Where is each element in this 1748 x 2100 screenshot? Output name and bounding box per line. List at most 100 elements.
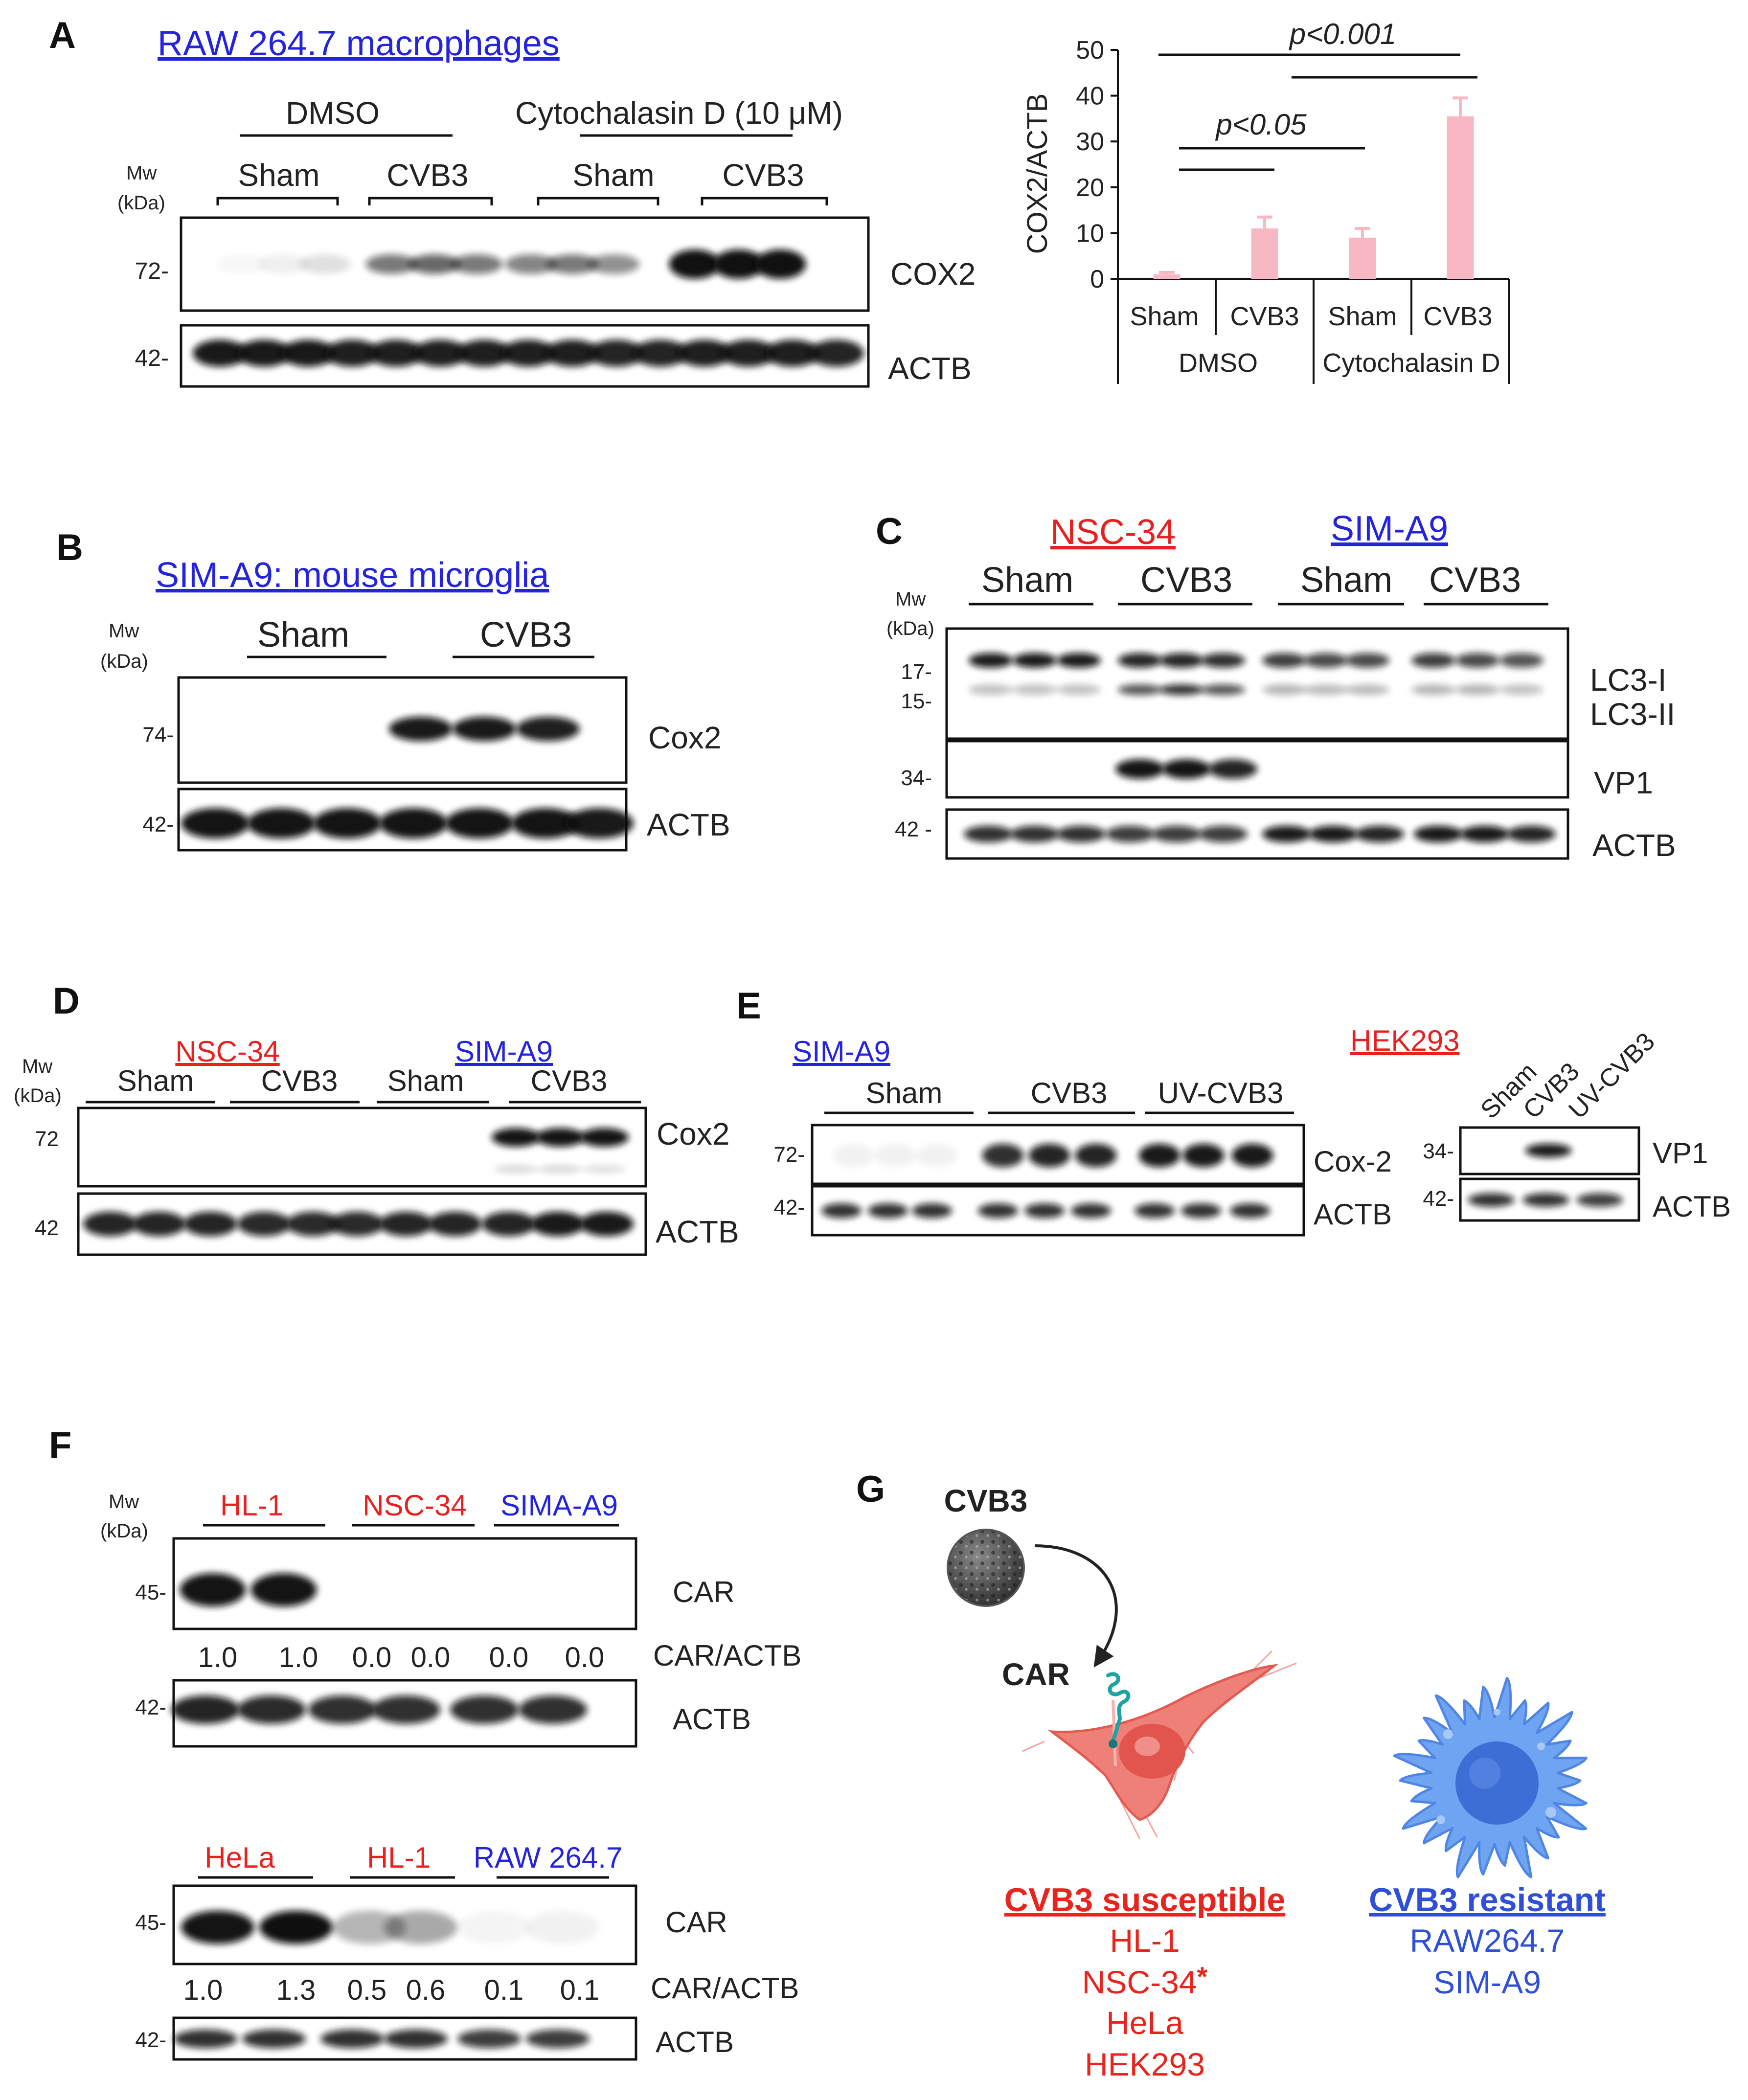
blot-band — [237, 339, 292, 367]
susceptible-title: CVB3 susceptible — [1004, 1881, 1285, 1919]
band-row-actb — [193, 339, 864, 367]
kda-label: (kDa) — [886, 618, 934, 639]
blot-lc3 — [945, 627, 1569, 740]
blot-band — [320, 2030, 384, 2048]
band-row-vp1 — [1115, 759, 1257, 779]
x-category: CVB3 — [1423, 302, 1492, 331]
blot-band — [247, 808, 316, 838]
lane-bracket — [537, 197, 659, 205]
y-tick-label: 20 — [1076, 174, 1104, 202]
blot-band — [964, 826, 1013, 842]
blot-band — [1010, 826, 1059, 842]
panel-title: SIM-A9: mouse microglia — [156, 556, 549, 595]
blot-band — [1057, 684, 1101, 695]
lane-label: CVB3 — [386, 158, 468, 193]
blot-band — [333, 1911, 406, 1944]
resistant-item: SIM-A9 — [1433, 1964, 1541, 2000]
cell-nucleus — [1455, 1741, 1539, 1825]
mw-marker-42: 42- — [773, 1196, 805, 1219]
blot-band — [453, 717, 516, 741]
mw-marker-45: 45- — [135, 1581, 166, 1604]
blot-band — [313, 808, 382, 838]
ratio-row: 1.0 1.3 0.5 0.6 0.1 0.1 — [183, 1974, 600, 2006]
ratio-value: 0.0 — [489, 1642, 529, 1673]
x-category: Sham — [1130, 302, 1199, 331]
mw-label: Mw — [109, 1491, 139, 1513]
blot-band — [193, 339, 248, 367]
blot-band — [526, 2030, 590, 2048]
y-tick-label: 10 — [1076, 219, 1104, 248]
ratio-value: 0.1 — [484, 1974, 524, 2006]
ratio-value: 1.0 — [279, 1642, 318, 1673]
blot-band — [809, 339, 864, 367]
blot-band — [1118, 684, 1162, 695]
vesicle — [1443, 1729, 1453, 1739]
blot-band — [1499, 653, 1544, 668]
lane-label: Sham — [257, 615, 349, 655]
blot-band — [833, 1144, 875, 1167]
blot-band — [181, 808, 250, 838]
cell-label-red: HEK293 — [1350, 1024, 1459, 1057]
cell-label-red: HL-1 — [220, 1489, 284, 1522]
resistant-cell-icon — [1393, 1677, 1588, 1878]
band-row-car — [180, 1573, 317, 1606]
kda-label: (kDa) — [100, 1520, 148, 1542]
blot-band — [1345, 684, 1389, 695]
ratio-value: 1.3 — [276, 1974, 316, 2006]
blot-band — [457, 1911, 531, 1944]
panel-letter: A — [49, 15, 76, 56]
blot-band — [526, 1911, 599, 1944]
blot-band — [237, 1695, 306, 1724]
nucleolus — [1469, 1758, 1500, 1789]
arrow-icon — [1034, 1544, 1118, 1668]
blot-band — [1028, 1144, 1070, 1167]
band-label-car: CAR — [665, 1906, 727, 1939]
ratio-value: 1.0 — [198, 1642, 238, 1673]
band-row-actb — [83, 1212, 634, 1236]
blot-band — [409, 254, 460, 274]
mw-label: Mw — [126, 162, 157, 184]
blot-band — [580, 1128, 629, 1147]
mw-marker-42: 42- — [135, 1695, 166, 1719]
panel-letter: G — [856, 1468, 885, 1510]
significance-label: p<0.001 — [1289, 18, 1397, 50]
blot-band — [494, 1166, 538, 1173]
blot-band — [259, 1911, 333, 1944]
band-label-ratio: CAR/ACTB — [653, 1639, 801, 1672]
blot-band — [536, 1128, 585, 1147]
panel-letter: E — [736, 985, 761, 1027]
lane-label: Sham — [238, 158, 319, 193]
blot-band — [1182, 1144, 1225, 1167]
cell-label-blue: SIM-A9 — [1331, 509, 1448, 548]
band-row-actb — [171, 1695, 587, 1724]
blot-band — [1075, 1144, 1117, 1167]
panel-title: RAW 264.7 macrophages — [158, 24, 560, 63]
ratio-value: 0.0 — [352, 1642, 392, 1673]
group-label-cyto: Cytochalasin D (10 μM) — [515, 95, 843, 131]
blot-band — [1507, 826, 1556, 842]
mw-marker-42: 42- — [135, 345, 169, 371]
blot-band — [1304, 684, 1348, 695]
blot-band — [1455, 653, 1499, 668]
mw-marker-42: 42- — [135, 2028, 166, 2052]
blot-band — [1208, 759, 1257, 779]
panel-d: D NSC-34 SIM-A9 Mw (kDa) Sham CVB3 Sham … — [14, 980, 739, 1256]
blot-band — [588, 254, 640, 274]
panel-e: E SIM-A9 HEK293 Sham CVB3 UV-CVB3 72- Co… — [736, 985, 1731, 1237]
lane-label: Sham — [117, 1064, 194, 1097]
cell-label-blue: SIMA-A9 — [500, 1489, 618, 1522]
blot-band — [1522, 1193, 1569, 1207]
blot-band — [1455, 684, 1499, 695]
y-tick-label: 30 — [1076, 128, 1104, 156]
ratio-value: 0.5 — [347, 1974, 387, 2006]
blot-band — [1201, 653, 1245, 668]
mw-marker-42: 42- — [142, 813, 174, 836]
panel-b: B SIM-A9: mouse microglia Mw (kDa) Sham … — [56, 527, 730, 852]
blot-band — [969, 653, 1013, 668]
band-row-actb — [964, 826, 1556, 842]
blot-band — [183, 1212, 237, 1236]
blot-band — [482, 1212, 536, 1236]
blot-vp1 — [945, 740, 1569, 799]
vesicle — [1436, 1815, 1445, 1824]
lane-bracket — [701, 197, 828, 205]
